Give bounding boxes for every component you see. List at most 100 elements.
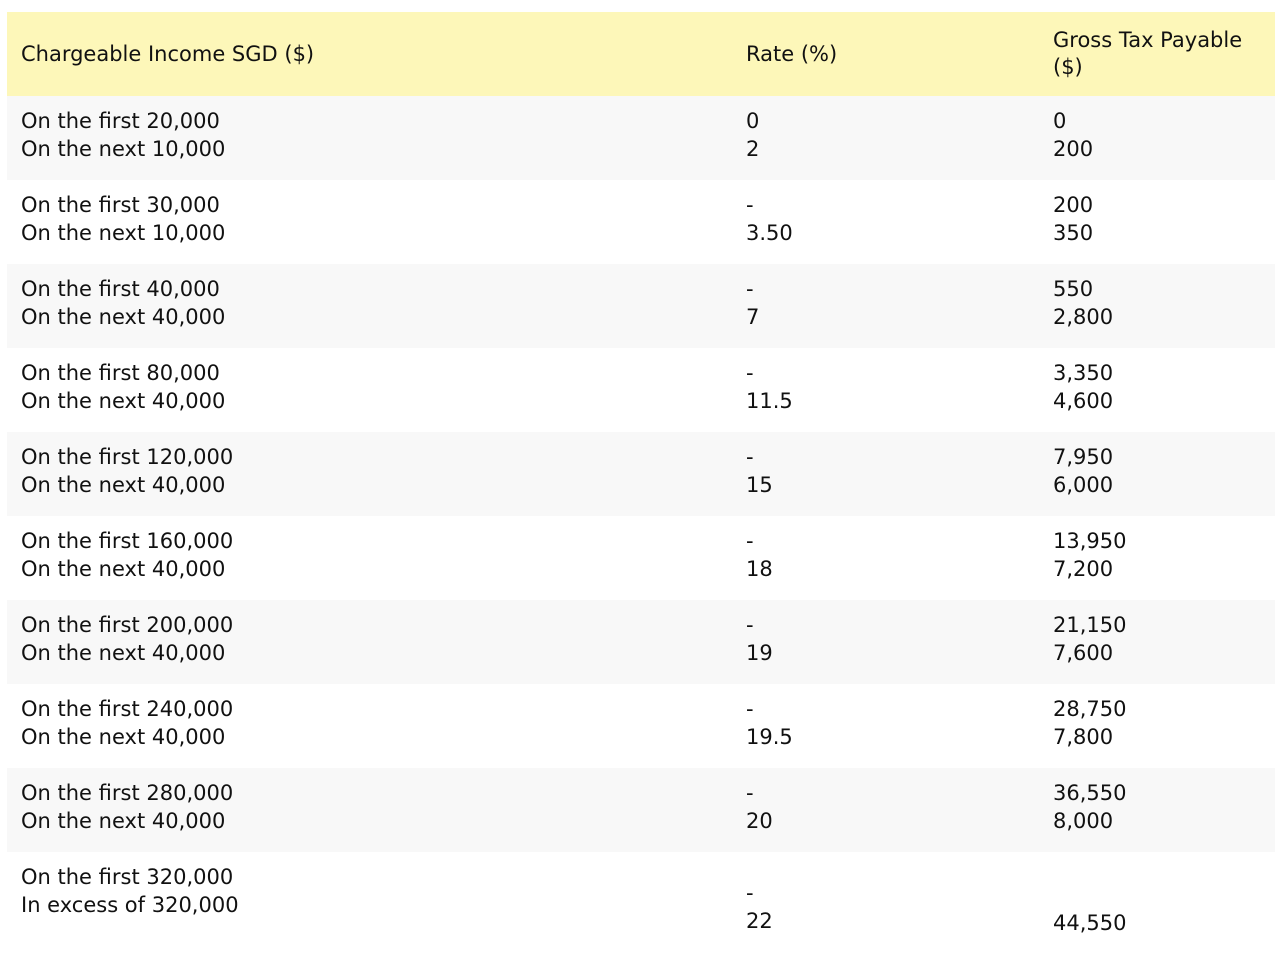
income-line: On the first 120,000 (21, 445, 234, 469)
rate-line: - (746, 277, 754, 301)
income-cell: On the first 120,000 On the next 40,000 (7, 444, 732, 516)
header-rate: Rate (%) (732, 41, 1039, 68)
income-line: On the next 10,000 (21, 220, 226, 245)
income-cell: On the first 200,000 On the next 40,000 (7, 612, 732, 684)
tax-line: 2,800 (1053, 304, 1114, 329)
table-row: On the first 280,000 On the next 40,000 … (7, 768, 1275, 852)
tax-line: 0 (1053, 109, 1067, 133)
tax-line: 6,000 (1053, 472, 1114, 497)
tax-line: 550 (1053, 277, 1094, 301)
tax-line: 200 (1053, 193, 1094, 217)
tax-line: 7,200 (1053, 556, 1114, 581)
tax-line: 8,000 (1053, 808, 1114, 833)
income-line: On the first 40,000 (21, 277, 220, 301)
income-line: On the next 40,000 (21, 304, 226, 329)
tax-line: 7,800 (1053, 724, 1114, 749)
rate-cell: - 3.50 (732, 192, 1039, 264)
rate-cell: - 15 (732, 444, 1039, 516)
tax-line: 200 (1053, 136, 1094, 161)
rate-cell: - 20 (732, 780, 1039, 852)
tax-cell: 550 2,800 (1039, 276, 1275, 348)
income-cell: On the first 80,000 On the next 40,000 (7, 360, 732, 432)
tax-line: 7,600 (1053, 640, 1114, 665)
income-line: On the first 280,000 (21, 781, 234, 805)
header-chargeable-income: Chargeable Income SGD ($) (7, 41, 732, 68)
tax-line: 7,950 (1053, 445, 1114, 469)
tax-line: 44,550 (1053, 911, 1127, 935)
rate-cell: - 18 (732, 528, 1039, 600)
tax-rate-table: Chargeable Income SGD ($) Rate (%) Gross… (7, 12, 1275, 952)
income-line: On the next 40,000 (21, 388, 226, 413)
income-line: On the first 160,000 (21, 529, 234, 553)
rate-line: 19.5 (746, 724, 793, 749)
rate-line: 22 (746, 908, 773, 933)
table-row: On the first 120,000 On the next 40,000 … (7, 432, 1275, 516)
income-line: On the next 40,000 (21, 724, 226, 749)
tax-cell: 13,950 7,200 (1039, 528, 1275, 600)
rate-line: 11.5 (746, 388, 793, 413)
income-cell: On the first 240,000 On the next 40,000 (7, 696, 732, 768)
rate-cell: - 11.5 (732, 360, 1039, 432)
income-line: On the first 20,000 (21, 109, 220, 133)
income-cell: On the first 20,000 On the next 10,000 (7, 108, 732, 180)
rate-line: - (746, 613, 754, 637)
income-cell: On the first 30,000 On the next 10,000 (7, 192, 732, 264)
table-header-row: Chargeable Income SGD ($) Rate (%) Gross… (7, 12, 1275, 96)
tax-cell: 36,550 8,000 (1039, 780, 1275, 852)
table-row: On the first 320,000 In excess of 320,00… (7, 852, 1275, 952)
income-line: On the next 40,000 (21, 808, 226, 833)
tax-cell: 200 350 (1039, 192, 1275, 264)
rate-line: - (746, 697, 754, 721)
rate-line: 0 (746, 109, 760, 133)
income-line: On the next 40,000 (21, 556, 226, 581)
rate-cell: - 22 (732, 864, 1039, 952)
tax-line: 36,550 (1053, 781, 1127, 805)
table-row: On the first 200,000 On the next 40,000 … (7, 600, 1275, 684)
income-cell: On the first 160,000 On the next 40,000 (7, 528, 732, 600)
rate-line: 20 (746, 808, 773, 833)
table-row: On the first 30,000 On the next 10,000 -… (7, 180, 1275, 264)
tax-cell: 21,150 7,600 (1039, 612, 1275, 684)
table-row: On the first 240,000 On the next 40,000 … (7, 684, 1275, 768)
rate-line: 19 (746, 640, 773, 665)
tax-cell: 0 200 (1039, 108, 1275, 180)
income-line: On the first 320,000 (21, 865, 234, 889)
header-income-label: Chargeable Income SGD ($) (21, 41, 315, 66)
rate-line: 7 (746, 304, 760, 329)
table-row: On the first 160,000 On the next 40,000 … (7, 516, 1275, 600)
income-line: In excess of 320,000 (21, 892, 239, 917)
rate-cell: - 19 (732, 612, 1039, 684)
income-line: On the next 40,000 (21, 472, 226, 497)
tax-line: 21,150 (1053, 613, 1127, 637)
tax-cell: 7,950 6,000 (1039, 444, 1275, 516)
tax-line: 3,350 (1053, 361, 1114, 385)
tax-cell: 28,750 7,800 (1039, 696, 1275, 768)
rate-line: - (746, 445, 754, 469)
tax-cell: 44,550 (1039, 864, 1275, 952)
rate-cell: - 19.5 (732, 696, 1039, 768)
header-tax-label-line2: ($) (1053, 55, 1083, 79)
income-line: On the next 40,000 (21, 640, 226, 665)
rate-cell: 0 2 (732, 108, 1039, 180)
income-line: On the first 240,000 (21, 697, 234, 721)
rate-line: 18 (746, 556, 773, 581)
income-cell: On the first 40,000 On the next 40,000 (7, 276, 732, 348)
tax-line: 4,600 (1053, 388, 1114, 413)
header-gross-tax-payable: Gross Tax Payable ($) (1039, 27, 1275, 81)
rate-line: - (746, 529, 754, 553)
header-rate-label: Rate (%) (746, 41, 838, 66)
income-line: On the first 200,000 (21, 613, 234, 637)
income-line: On the first 80,000 (21, 361, 220, 385)
rate-line: - (746, 193, 754, 217)
table-row: On the first 40,000 On the next 40,000 -… (7, 264, 1275, 348)
header-tax-label-line1: Gross Tax Payable (1053, 28, 1243, 52)
table-row: On the first 20,000 On the next 10,000 0… (7, 96, 1275, 180)
income-cell: On the first 280,000 On the next 40,000 (7, 780, 732, 852)
rate-line: - (746, 881, 754, 905)
tax-line: 28,750 (1053, 697, 1127, 721)
rate-line: - (746, 361, 754, 385)
tax-line: 350 (1053, 220, 1094, 245)
tax-line: 13,950 (1053, 529, 1127, 553)
tax-cell: 3,350 4,600 (1039, 360, 1275, 432)
rate-line: 15 (746, 472, 773, 497)
